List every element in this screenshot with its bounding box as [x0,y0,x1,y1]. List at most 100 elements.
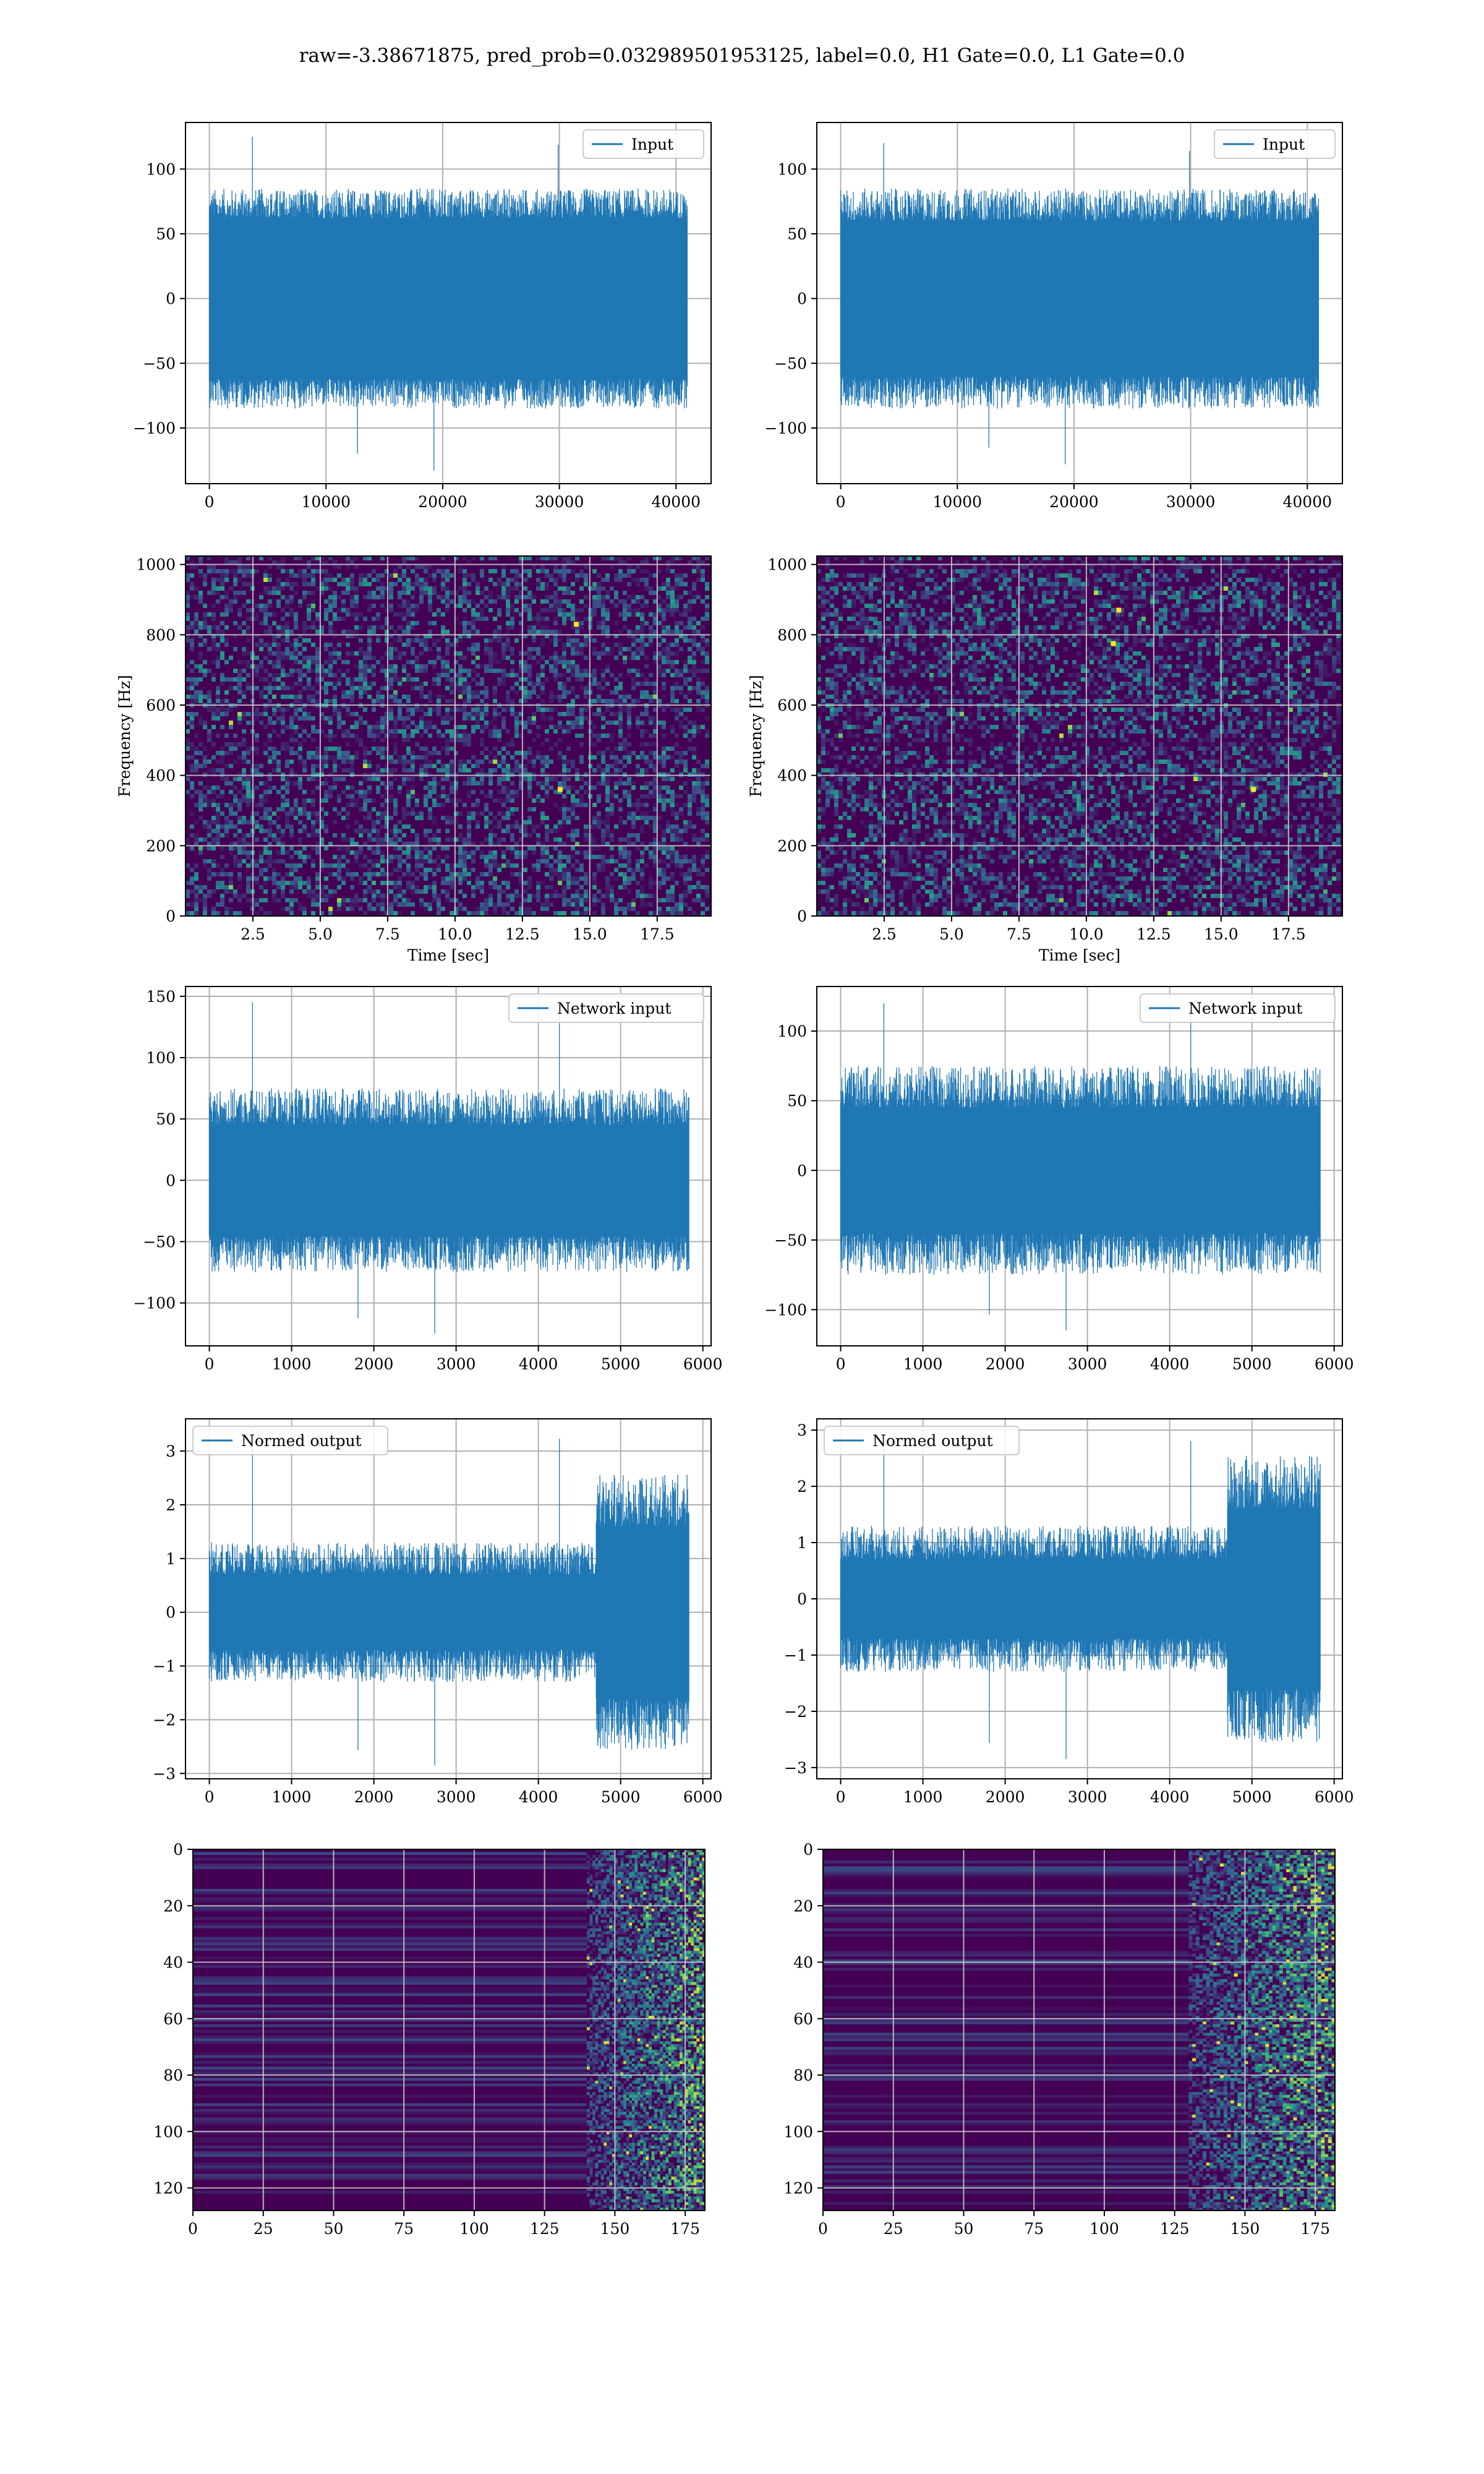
heatmap-cell [302,656,307,660]
heatmap-cell [398,855,402,859]
heatmap-cell [393,868,398,872]
heatmap-cell [627,837,631,842]
heatmap-cell [670,911,675,915]
heatmap-cell [463,586,467,591]
heatmap-cell [328,608,333,612]
heatmap-cell [497,578,501,582]
heatmap-cell [341,673,346,677]
heatmap-cell [289,768,294,773]
heatmap-cell [354,612,359,617]
heatmap-cell [233,560,237,565]
heatmap-cell [354,604,359,608]
heatmap-cell [471,578,475,582]
heatmap-cell [268,842,272,846]
heatmap-cell [653,785,657,790]
heatmap-cell [649,876,653,881]
heatmap-cell [294,816,298,820]
heatmap-cell [389,582,393,586]
heatmap-cell [480,811,484,816]
heatmap-cell [289,907,294,911]
heatmap-cell [558,872,562,876]
heatmap-cell [657,790,662,794]
heatmap-cell [532,894,536,898]
heatmap-cell [259,773,263,777]
heatmap-cell [346,560,350,565]
heatmap-cell [398,712,402,716]
heatmap-cell [480,569,484,573]
heatmap-cell [450,734,454,738]
heatmap-cell [523,773,527,777]
heatmap-cell [229,807,233,811]
heatmap-cell [536,682,540,686]
heatmap-cell [367,647,372,651]
heatmap-cell [229,725,233,729]
heatmap-cell [662,651,666,656]
heatmap-cell [662,837,666,842]
heatmap-cell [311,773,315,777]
heatmap-cell [233,798,237,803]
heatmap-cell [523,608,527,612]
heatmap-cell [688,859,692,863]
heatmap-cell [402,842,406,846]
heatmap-cell [610,755,614,760]
heatmap-cell [419,859,424,863]
heatmap-cell [398,682,402,686]
heatmap-cell [463,725,467,729]
heatmap-cell [493,638,497,643]
heatmap-cell [493,755,497,760]
heatmap-cell [562,647,566,651]
heatmap-cell [696,872,701,876]
heatmap-cell [631,578,636,582]
heatmap-cell [454,837,458,842]
heatmap-cell [692,617,696,621]
heatmap-cell [636,608,640,612]
heatmap-cell [216,829,220,833]
heatmap-cell [307,889,311,894]
heatmap-cell [406,747,411,751]
heatmap-cell [675,682,679,686]
heatmap-cell [324,876,328,881]
heatmap-cell [328,586,333,591]
heatmap-cell [376,863,380,868]
heatmap-cell [532,682,536,686]
heatmap-cell [437,898,441,902]
heatmap-cell [350,677,354,682]
heatmap-cell [311,716,315,721]
heatmap-cell [592,837,597,842]
heatmap-cell [532,798,536,803]
heatmap-cell [463,634,467,638]
heatmap-cell [631,824,636,829]
heatmap-cell [393,569,398,573]
heatmap-cell [216,586,220,591]
heatmap-cell [450,820,454,824]
heatmap-cell [458,604,463,608]
heatmap-cell [359,660,363,664]
heatmap-cell [302,712,307,716]
heatmap-cell [393,664,398,669]
heatmap-cell [501,855,506,859]
heatmap-cell [627,889,631,894]
heatmap-cell [463,768,467,773]
heatmap-cell [575,677,579,682]
heatmap-cell [376,790,380,794]
heatmap-cell [350,898,354,902]
heatmap-cell [207,612,211,617]
heatmap-cell [657,621,662,625]
heatmap-cell [480,777,484,781]
heatmap-cell [614,747,618,751]
heatmap-cell [592,872,597,876]
heatmap-cell [614,556,618,560]
heatmap-cell [597,764,601,768]
heatmap-cell [441,625,445,630]
heatmap-cell [683,695,688,699]
heatmap-cell [307,716,311,721]
heatmap-cell [411,708,415,712]
heatmap-cell [475,781,480,785]
heatmap-cell [601,621,605,625]
heatmap-cell [237,837,242,842]
heatmap-cell [657,643,662,647]
heatmap-cell [536,894,540,898]
heatmap-cell [597,604,601,608]
heatmap-cell [398,902,402,907]
heatmap-cell [692,656,696,660]
